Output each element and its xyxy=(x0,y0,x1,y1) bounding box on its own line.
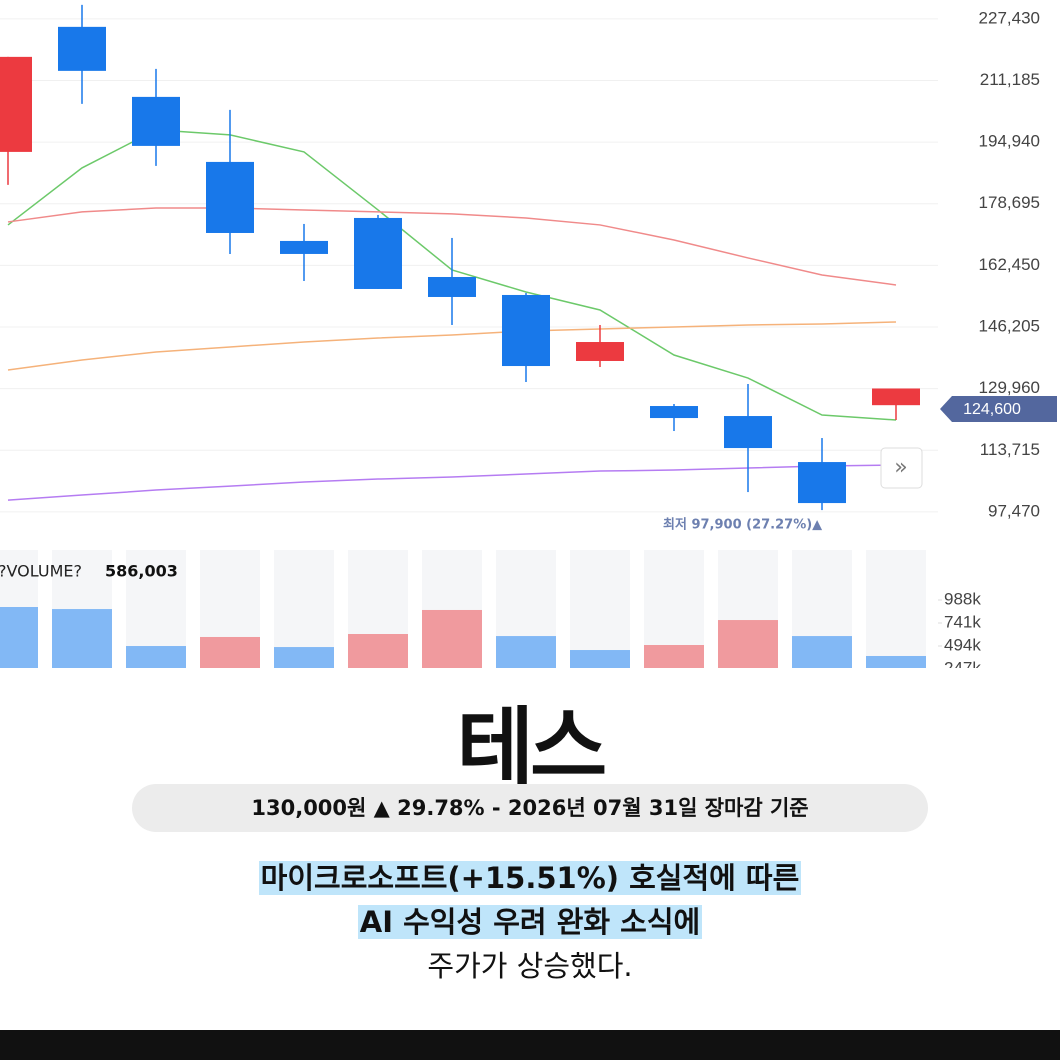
y-tick-label: 247k xyxy=(944,659,981,678)
candle-body xyxy=(428,276,476,297)
y-tick-label: 113,715 xyxy=(980,440,1040,459)
y-tick-label: 741k xyxy=(944,613,981,632)
volume-bar xyxy=(422,609,482,668)
volume-bar xyxy=(0,606,38,668)
y-tick-label: 97,470 xyxy=(988,501,1040,520)
stock-title: 테스 xyxy=(456,698,608,796)
moving-average xyxy=(7,464,897,501)
chart: 247k 494k 741k 988k 97,470 113,715 129,960 146… xyxy=(0,4,1057,678)
caption-line: 마이크로소프트(+15.51%) 호실적에 따른 xyxy=(258,861,802,895)
volume-bar xyxy=(570,650,630,668)
moving-average xyxy=(7,207,897,286)
volume-bar xyxy=(644,644,704,668)
volume-slot xyxy=(866,550,926,668)
candle-body xyxy=(798,462,846,504)
y-tick-label: 146,205 xyxy=(979,316,1040,335)
y-tick-label: 988k xyxy=(944,589,981,608)
volume-label: ?VOLUME? xyxy=(0,562,82,581)
caption-line: AI 수익성 우려 완화 소식에 xyxy=(357,905,703,939)
current-price-tag xyxy=(940,395,1057,422)
volume-bar xyxy=(496,636,556,668)
y-tick-label: 162,450 xyxy=(979,255,1040,274)
volume-bar xyxy=(200,636,260,668)
volume-bar xyxy=(52,609,112,668)
volume-bar xyxy=(718,620,778,668)
candle-body xyxy=(206,161,254,233)
candle-body xyxy=(280,240,328,254)
low-annotation: 최저 97,900 (27.27%)▲ xyxy=(663,518,822,533)
y-tick-label: 194,940 xyxy=(979,132,1040,151)
candle-body xyxy=(576,342,624,361)
y-tick-label: 494k xyxy=(944,636,981,655)
caption: 마이크로소프트(+15.51%) 호실적에 따른 AI 수익성 우려 완화 소식… xyxy=(0,856,1060,988)
candle-body xyxy=(132,96,180,146)
caption-line: 주가가 상승했다. xyxy=(427,949,633,983)
scroll-icon[interactable]: » xyxy=(894,455,907,480)
volume-bar xyxy=(792,636,852,668)
current-price-label: 124,600 xyxy=(963,401,1021,418)
volume-bar xyxy=(126,646,186,668)
scroll-button[interactable] xyxy=(880,447,923,489)
volume-bar xyxy=(274,647,334,668)
volume-slot xyxy=(570,550,630,668)
candle-body xyxy=(650,406,698,419)
candle-body xyxy=(872,388,920,406)
volume-bar xyxy=(348,634,408,668)
moving-average xyxy=(7,321,897,371)
candle-body xyxy=(0,56,32,152)
y-tick-label: 129,960 xyxy=(979,378,1040,397)
y-tick-label: 227,430 xyxy=(979,8,1040,27)
footer-bar xyxy=(0,1030,1060,1060)
candle-body xyxy=(58,26,106,71)
candle-body xyxy=(354,217,402,289)
volume-value: 586,003 xyxy=(105,562,178,581)
volume-bar xyxy=(866,655,926,668)
candle-body xyxy=(502,294,550,367)
candle-body xyxy=(724,416,772,449)
y-tick-label: 211,185 xyxy=(980,70,1040,89)
y-tick-label: 178,695 xyxy=(979,193,1040,212)
price-info: 130,000원 ▲ 29.78% - 2026년 07월 31일 장마감 기준 xyxy=(132,784,928,832)
